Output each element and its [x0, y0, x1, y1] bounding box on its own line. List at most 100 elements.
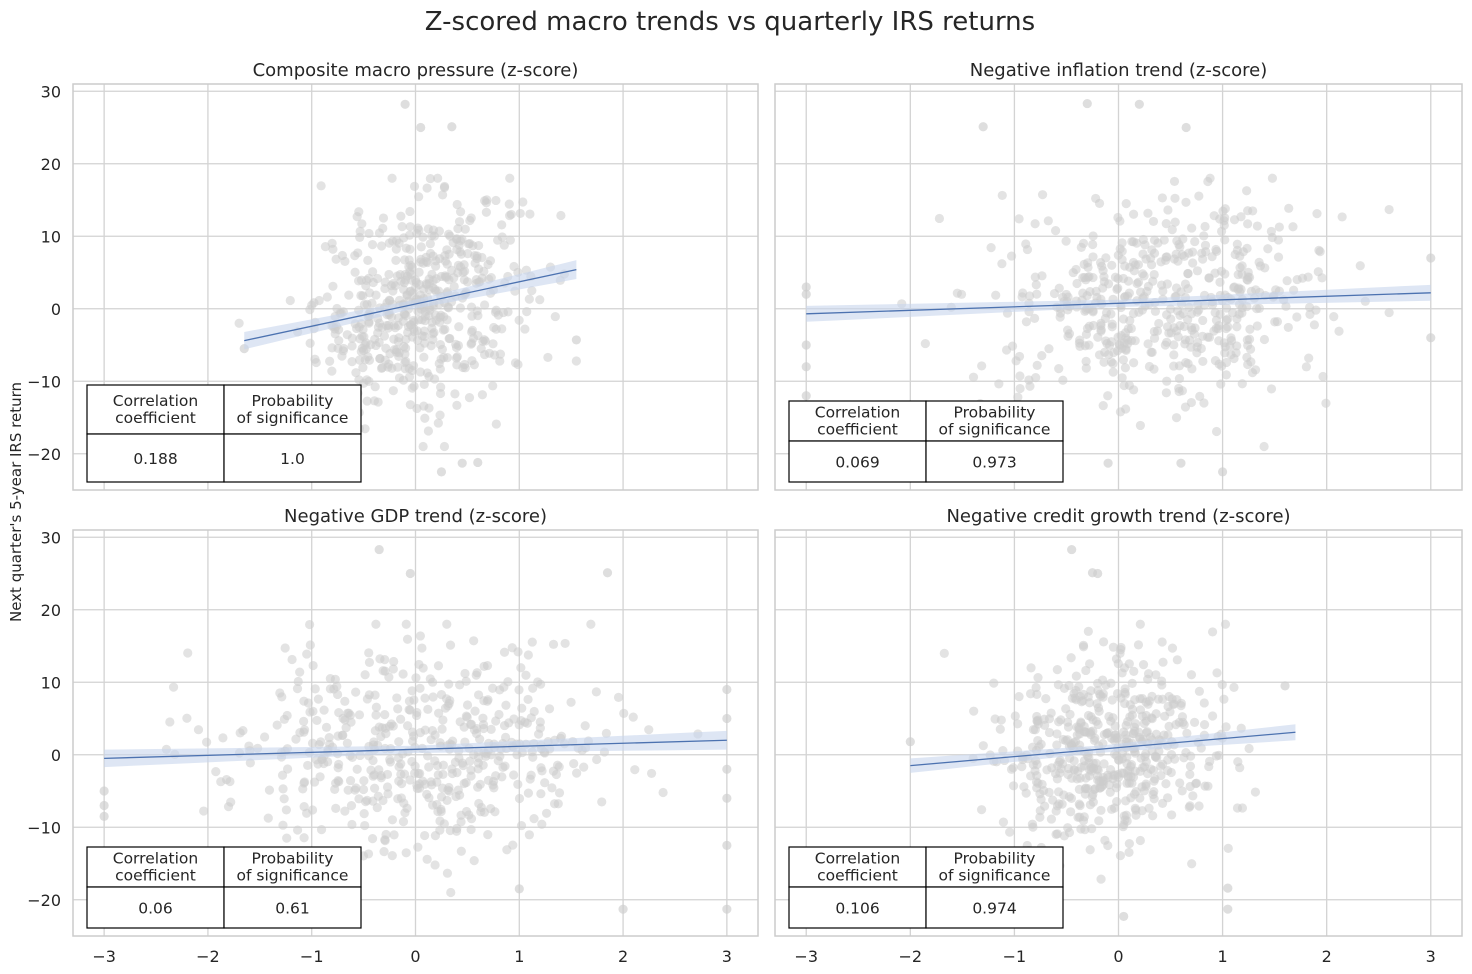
scatter-point	[452, 826, 462, 836]
scatter-point	[1054, 799, 1064, 809]
scatter-point	[183, 648, 193, 658]
scatter-point	[978, 122, 988, 132]
scatter-point	[997, 190, 1007, 201]
scatter-point	[351, 368, 361, 378]
scatter-point	[1030, 313, 1040, 323]
scatter-point	[1229, 282, 1240, 292]
scatter-point	[405, 244, 415, 254]
stats-table-header: Correlation coefficient	[815, 850, 900, 885]
scatter-point	[428, 275, 438, 286]
scatter-point	[1204, 761, 1214, 772]
scatter-point	[1214, 336, 1224, 346]
scatter-point	[1115, 648, 1125, 658]
scatter-point	[601, 728, 611, 738]
panel-3: Negative GDP trend (z-score)−20−10010203…	[27, 506, 759, 966]
scatter-point	[1096, 874, 1106, 884]
scatter-point	[1185, 781, 1195, 792]
scatter-point	[404, 255, 414, 265]
scatter-point	[427, 677, 438, 687]
scatter-point	[340, 696, 350, 706]
scatter-point	[392, 693, 402, 703]
scatter-point	[1117, 246, 1127, 256]
y-tick-label: 10	[41, 227, 61, 246]
scatter-point	[1103, 391, 1113, 401]
scatter-point	[423, 751, 433, 761]
scatter-point	[424, 762, 434, 772]
scatter-point	[1283, 322, 1293, 333]
scatter-point	[1169, 340, 1179, 350]
scatter-point	[494, 709, 504, 720]
scatter-point	[527, 637, 537, 647]
scatter-point	[312, 715, 322, 726]
scatter-point	[438, 325, 448, 335]
scatter-point	[1318, 371, 1328, 382]
scatter-point	[465, 756, 475, 766]
scatter-point	[580, 721, 590, 731]
scatter-point	[350, 251, 360, 261]
scatter-point	[452, 199, 462, 210]
scatter-point	[401, 334, 411, 344]
scatter-point	[488, 683, 498, 693]
scatter-point	[364, 355, 375, 365]
stats-table-value: 0.106	[835, 900, 879, 918]
scatter-point	[1232, 322, 1242, 332]
scatter-point	[452, 768, 462, 778]
scatter-point	[485, 256, 496, 266]
scatter-point	[1130, 260, 1140, 270]
scatter-point	[389, 656, 399, 667]
scatter-point	[404, 262, 414, 272]
scatter-point	[303, 760, 313, 771]
scatter-point	[1337, 212, 1347, 222]
scatter-point	[548, 639, 559, 649]
scatter-point	[391, 255, 401, 265]
stats-table-value-cell	[788, 886, 927, 929]
panels: Composite macro pressure (z-score)−20−10…	[27, 60, 1463, 966]
scatter-point	[483, 830, 493, 840]
scatter-point	[342, 738, 353, 748]
scatter-point	[435, 410, 445, 420]
scatter-point	[801, 391, 811, 401]
scatter-point	[1015, 371, 1025, 381]
scatter-point	[1177, 786, 1187, 796]
scatter-point	[1143, 339, 1153, 349]
scatter-point	[1039, 714, 1049, 724]
scatter-point	[305, 640, 315, 650]
scatter-point	[1129, 358, 1139, 368]
scatter-point	[1198, 254, 1208, 264]
scatter-point	[1174, 383, 1184, 394]
scatter-point	[1096, 805, 1106, 815]
scatter-point	[1192, 266, 1203, 276]
scatter-point	[305, 707, 315, 717]
scatter-point	[1121, 344, 1131, 354]
scatter-point	[1329, 311, 1339, 322]
scatter-point	[1103, 279, 1114, 289]
scatter-point	[453, 260, 463, 270]
scatter-point	[1058, 375, 1068, 385]
scatter-point	[1292, 312, 1302, 322]
scatter-point	[560, 638, 570, 649]
axes-frame	[774, 529, 1463, 937]
scatter-point	[1052, 729, 1062, 739]
scatter-point	[1263, 244, 1273, 254]
scatter-point	[388, 664, 398, 674]
scatter-point	[1274, 222, 1284, 232]
scatter-point	[1133, 277, 1144, 287]
scatter-point	[235, 728, 245, 738]
scatter-point	[1096, 691, 1106, 701]
scatter-point	[541, 808, 552, 818]
scatter-point	[1138, 659, 1149, 670]
scatter-point	[409, 731, 419, 741]
scatter-point	[434, 226, 444, 236]
scatter-point	[995, 724, 1005, 734]
scatter-point	[436, 467, 447, 477]
y-tick-label: 0	[51, 300, 61, 319]
scatter-point	[472, 306, 482, 316]
scatter-point	[382, 782, 393, 792]
scatter-point	[410, 275, 421, 285]
scatter-point	[997, 259, 1007, 269]
scatter-point	[515, 208, 525, 219]
scatter-point	[380, 283, 390, 294]
scatter-point	[618, 904, 628, 914]
scatter-point	[394, 373, 405, 383]
scatter-point	[401, 848, 411, 858]
